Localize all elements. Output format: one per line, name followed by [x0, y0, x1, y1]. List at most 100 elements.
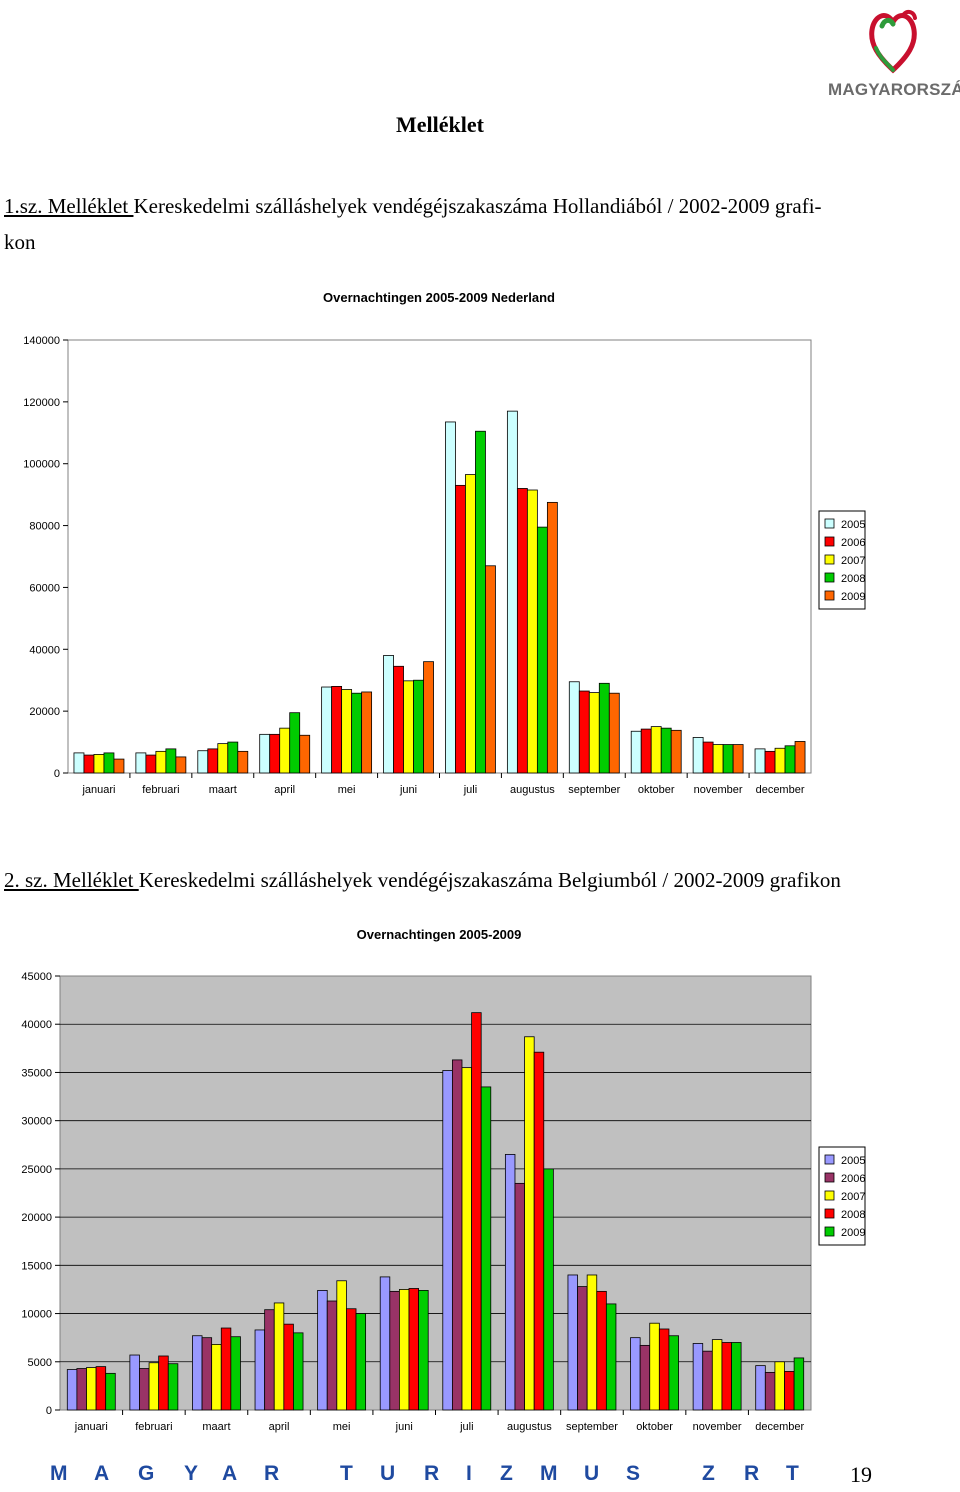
footer-brand-letter: M: [540, 1462, 558, 1485]
y-tick-label: 100000: [23, 459, 60, 471]
bar-2008-augustus: [533, 1051, 545, 1411]
bar-2008-oktober: [660, 727, 672, 774]
bar-2008-oktober: [658, 1328, 670, 1411]
bar-2008-november: [722, 744, 734, 774]
bar-2007-december: [774, 1361, 785, 1411]
bar-2007-mei: [341, 689, 353, 774]
bar-2006-januari: [76, 1368, 87, 1411]
bar-2005-augustus: [506, 410, 518, 774]
footer-brand-letter: R: [264, 1462, 280, 1485]
bar-2006-november: [702, 1350, 713, 1411]
bar-2005-juni: [383, 655, 394, 774]
caption2-text: Kereskedelmi szálláshelyek vendégéjszaka…: [138, 868, 841, 892]
bar-2006-januari: [83, 754, 95, 774]
bar-2006-maart: [207, 748, 219, 774]
y-tick-label: 0: [46, 1405, 52, 1417]
bar-2009-juni: [418, 1290, 429, 1411]
legend-label: 2005: [841, 519, 865, 531]
bar-2009-januari: [105, 1372, 116, 1411]
caption1-prefix: 1.sz. Melléklet: [4, 194, 134, 218]
bar-2007-maart: [217, 743, 229, 774]
footer-brand-letter: R: [424, 1462, 440, 1485]
bar-2007-maart: [211, 1344, 222, 1411]
legend-swatch-2007: [824, 1190, 835, 1201]
bar-2008-augustus: [536, 526, 548, 774]
y-tick-label: 40000: [29, 644, 60, 656]
x-tick-label: augustus: [507, 1421, 552, 1433]
y-tick-label: 120000: [23, 397, 60, 409]
bar-2005-september: [568, 681, 580, 774]
y-tick-label: 20000: [21, 1212, 52, 1224]
x-tick-label: mei: [338, 784, 356, 796]
legend-label: 2008: [841, 1209, 865, 1221]
bar-2009-maart: [237, 750, 249, 774]
x-tick-label: november: [693, 1421, 742, 1433]
bar-2006-oktober: [639, 1344, 651, 1411]
bar-2005-november: [692, 737, 704, 774]
footer-brand-letter: Y: [184, 1462, 199, 1485]
logo-text: MAGYARORSZÁG: [828, 80, 960, 99]
bar-2008-april: [283, 1323, 294, 1411]
y-tick-label: 140000: [23, 335, 60, 347]
chart2-caption: 2. sz. Melléklet Kereskedelmi szálláshel…: [4, 862, 884, 898]
bar-2008-september: [598, 682, 610, 774]
bar-2005-november: [692, 1343, 704, 1411]
y-tick-label: 80000: [29, 521, 60, 533]
bar-2007-februari: [155, 750, 167, 774]
x-tick-label: januari: [81, 784, 115, 796]
bar-2009-december: [793, 1357, 805, 1411]
caption1-text-line2: kon: [4, 230, 36, 254]
y-tick-label: 15000: [21, 1260, 52, 1272]
y-tick-label: 35000: [21, 1067, 52, 1079]
bar-2005-augustus: [504, 1154, 516, 1411]
x-tick-label: januari: [74, 1421, 108, 1433]
y-tick-label: 45000: [21, 971, 52, 983]
bar-2007-februari: [148, 1362, 160, 1411]
bar-2006-juli: [451, 1059, 463, 1411]
footer-brand-letter: M: [50, 1462, 68, 1485]
legend-swatch-2005: [824, 518, 835, 529]
bar-2008-juli: [471, 1012, 482, 1411]
chart-belgium: Overnachtingen 2005-2009 0 5000 10000 15000 2…: [0, 920, 960, 1440]
bar-2006-september: [578, 690, 590, 774]
footer-brand-letter: A: [94, 1462, 110, 1485]
footer-brand-letter: R: [744, 1462, 760, 1485]
bar-2005-juli: [442, 1070, 453, 1411]
bar-2005-maart: [192, 1335, 203, 1411]
x-tick-label: februari: [135, 1421, 172, 1433]
x-tick-label: april: [274, 784, 295, 796]
bar-2005-april: [259, 733, 271, 774]
page-number: 19: [850, 1462, 872, 1487]
bar-2006-augustus: [514, 1182, 525, 1411]
legend-label: 2007: [841, 1191, 865, 1203]
page-title: Melléklet: [396, 112, 484, 137]
bar-2005-september: [567, 1274, 578, 1411]
bar-2007-april: [273, 1302, 285, 1411]
legend-label: 2009: [841, 591, 865, 603]
bar-2006-augustus: [516, 488, 528, 774]
bar-2008-mei: [351, 692, 363, 774]
bar-2009-mei: [361, 691, 373, 774]
bar-2007-mei: [336, 1280, 347, 1411]
bar-2009-juli: [480, 1086, 492, 1411]
chart-title: Overnachtingen 2005-2009 Nederland: [323, 290, 555, 305]
legend-swatch-2009: [824, 590, 835, 601]
bar-2007-augustus: [524, 1036, 535, 1411]
bar-2005-april: [254, 1329, 266, 1411]
bar-2007-januari: [86, 1367, 97, 1411]
legend-label: 2006: [841, 537, 865, 549]
bar-2005-januari: [66, 1369, 78, 1411]
heart-logo-icon: [869, 9, 917, 74]
bar-2009-maart: [230, 1336, 241, 1411]
x-tick-label: mei: [333, 1421, 351, 1433]
plot-area: [67, 339, 812, 774]
legend-swatch-2008: [824, 1208, 835, 1219]
bar-2008-maart: [220, 1327, 232, 1411]
bar-2009-februari: [167, 1363, 179, 1411]
chart-title: Overnachtingen 2005-2009: [357, 927, 522, 942]
footer-brand-letter: U: [584, 1462, 600, 1485]
bar-2009-oktober: [670, 729, 682, 774]
y-tick-label: 20000: [29, 706, 60, 718]
bar-2005-februari: [129, 1354, 140, 1411]
bar-2008-november: [721, 1342, 732, 1411]
